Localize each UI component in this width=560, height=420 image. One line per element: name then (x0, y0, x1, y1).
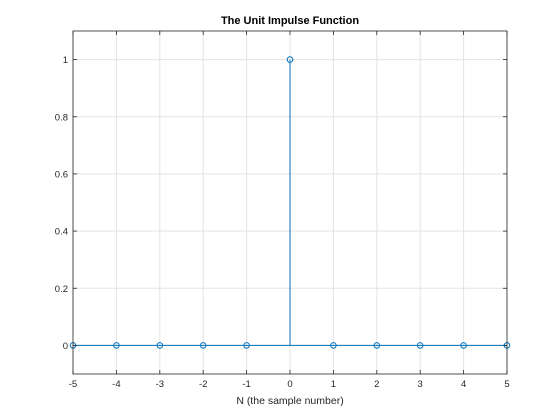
x-tick-label: 1 (331, 379, 336, 390)
x-tick-label: -3 (156, 379, 164, 390)
x-tick-label: -4 (112, 379, 120, 390)
tick-labels: -5 -4 -3 -2 -1 0 1 2 3 4 5 0 0.2 0.4 0.6 0.8 1 (55, 55, 510, 390)
stem-marker (156, 342, 164, 349)
y-tick-label: 0 (63, 341, 68, 352)
stem-marker (199, 342, 207, 349)
stem-marker (286, 56, 294, 63)
x-tick-label: 2 (374, 379, 379, 390)
stem-marker (373, 342, 381, 349)
axes (72, 30, 508, 375)
x-axis-label: N (the sample number) (236, 395, 343, 407)
x-tick-label: 4 (461, 379, 466, 390)
x-tick-label: 0 (287, 379, 292, 390)
stem-marker (243, 342, 250, 349)
stem-marker (330, 342, 337, 349)
y-tick-label: 1 (63, 55, 68, 66)
y-tick-label: 0.4 (55, 227, 68, 238)
x-tick-label: -2 (199, 379, 207, 390)
stem-marker (416, 342, 424, 349)
stem-marker (460, 342, 467, 349)
chart-title: The Unit Impulse Function (221, 15, 359, 27)
x-tick-label: 3 (418, 379, 423, 390)
y-tick-label: 0.2 (55, 284, 68, 295)
y-tick-label: 0.6 (55, 169, 68, 180)
x-tick-label: -5 (69, 379, 77, 390)
x-tick-label: -1 (242, 379, 250, 390)
x-tick-label: 5 (504, 379, 509, 390)
y-tick-label: 0.8 (55, 112, 68, 123)
stem-marker (113, 342, 120, 349)
